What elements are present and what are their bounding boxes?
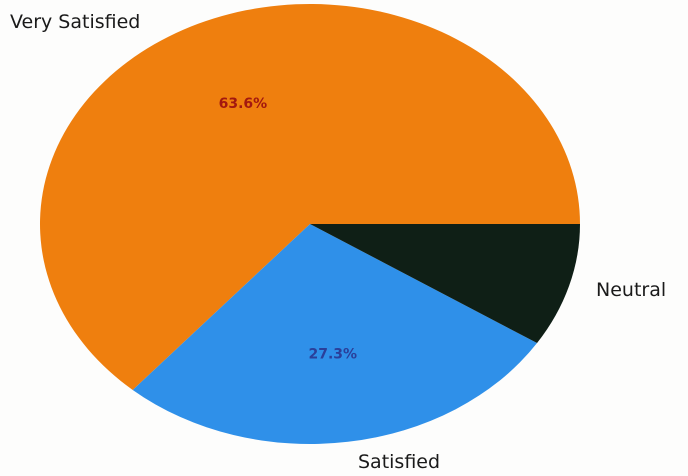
pie-percent-labels: 63.6% 27.3% [219, 96, 357, 363]
pie-category-label-satisfied: Satisfied [358, 451, 440, 473]
pie-category-label-neutral: Neutral [596, 279, 666, 301]
pie-category-labels: Very Satisfied Satisfied Neutral [10, 11, 666, 473]
pie-percent-label-satisfied: 27.3% [309, 347, 358, 363]
pie-category-label-very-satisfied: Very Satisfied [10, 11, 140, 33]
pie-slices [39, 4, 580, 445]
pie-slice-satisfied [132, 224, 538, 445]
pie-slice-neutral [310, 224, 580, 344]
pie-percent-label-very-satisfied: 63.6% [219, 96, 268, 112]
pie-slice-very-satisfied [39, 4, 580, 390]
